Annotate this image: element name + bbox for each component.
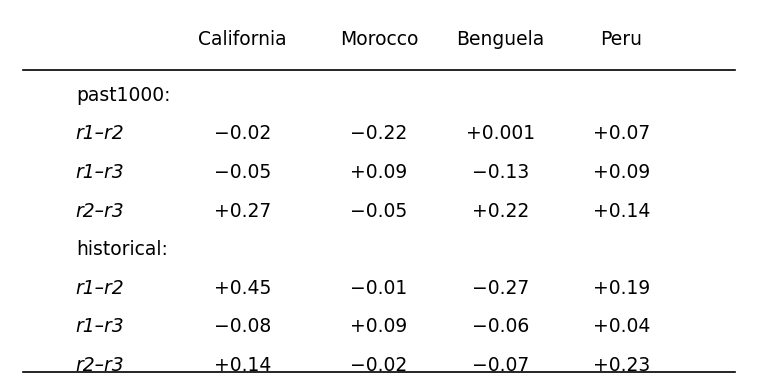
Text: r1–r3: r1–r3	[76, 318, 124, 336]
Text: +0.22: +0.22	[471, 202, 529, 221]
Text: −0.01: −0.01	[350, 279, 408, 297]
Text: −0.05: −0.05	[350, 202, 408, 221]
Text: +0.001: +0.001	[465, 124, 535, 143]
Text: −0.27: −0.27	[471, 279, 529, 297]
Text: Morocco: Morocco	[340, 30, 418, 49]
Text: +0.23: +0.23	[593, 356, 650, 375]
Text: +0.09: +0.09	[593, 163, 650, 182]
Text: +0.09: +0.09	[350, 163, 408, 182]
Text: −0.08: −0.08	[214, 318, 271, 336]
Text: −0.13: −0.13	[471, 163, 529, 182]
Text: +0.07: +0.07	[593, 124, 650, 143]
Text: r2–r3: r2–r3	[76, 356, 124, 375]
Text: +0.19: +0.19	[593, 279, 650, 297]
Text: Peru: Peru	[600, 30, 643, 49]
Text: −0.07: −0.07	[471, 356, 529, 375]
Text: +0.27: +0.27	[214, 202, 271, 221]
Text: −0.22: −0.22	[350, 124, 408, 143]
Text: r2–r3: r2–r3	[76, 202, 124, 221]
Text: Benguela: Benguela	[456, 30, 544, 49]
Text: past1000:: past1000:	[76, 86, 171, 105]
Text: +0.09: +0.09	[350, 318, 408, 336]
Text: +0.14: +0.14	[214, 356, 271, 375]
Text: +0.04: +0.04	[593, 318, 650, 336]
Text: −0.02: −0.02	[350, 356, 408, 375]
Text: −0.05: −0.05	[214, 163, 271, 182]
Text: −0.06: −0.06	[471, 318, 529, 336]
Text: −0.02: −0.02	[214, 124, 271, 143]
Text: +0.14: +0.14	[593, 202, 650, 221]
Text: +0.45: +0.45	[214, 279, 271, 297]
Text: r1–r3: r1–r3	[76, 163, 124, 182]
Text: r1–r2: r1–r2	[76, 124, 124, 143]
Text: historical:: historical:	[76, 240, 168, 259]
Text: r1–r2: r1–r2	[76, 279, 124, 297]
Text: California: California	[199, 30, 287, 49]
